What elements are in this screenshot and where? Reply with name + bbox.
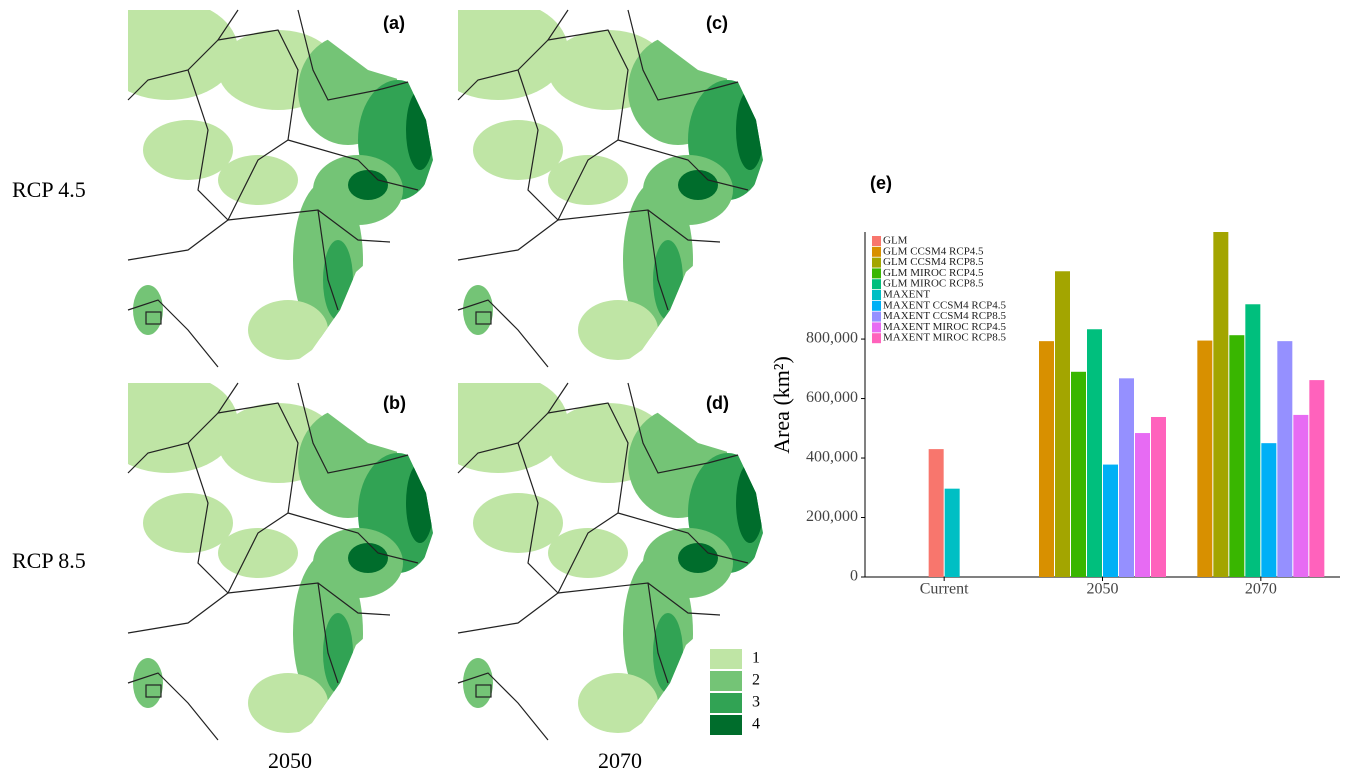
legend-swatch bbox=[710, 671, 742, 691]
legend-label: GLM bbox=[883, 235, 908, 247]
panel-label: (a) bbox=[383, 13, 405, 33]
panel-label: (c) bbox=[706, 13, 728, 33]
bar bbox=[1087, 329, 1102, 577]
map-panel bbox=[98, 373, 438, 740]
legend-swatch bbox=[872, 236, 881, 246]
legend-swatch bbox=[872, 290, 881, 300]
bar bbox=[1213, 232, 1229, 577]
legend-label: GLM MIROC RCP8.5 bbox=[883, 278, 984, 290]
legend-label: MAXENT bbox=[883, 289, 930, 301]
bar bbox=[1197, 340, 1213, 577]
y-tick-label: 200,000 bbox=[806, 508, 858, 525]
y-tick-label: 800,000 bbox=[806, 330, 858, 347]
column-label: 2070 bbox=[598, 748, 642, 773]
bar bbox=[1245, 304, 1261, 577]
x-tick-label: 2050 bbox=[1087, 581, 1119, 598]
legend-swatch bbox=[872, 300, 881, 311]
legend-label: 1 bbox=[752, 650, 760, 667]
panel-label: (b) bbox=[383, 393, 406, 413]
legend-label: 2 bbox=[752, 672, 760, 689]
legend-swatch bbox=[710, 715, 742, 735]
y-axis-title: Area (km²) bbox=[769, 356, 794, 454]
bar bbox=[1261, 443, 1277, 577]
legend-swatch bbox=[872, 246, 881, 257]
bar bbox=[1151, 416, 1166, 577]
bar bbox=[1229, 335, 1245, 577]
legend-swatch bbox=[872, 279, 881, 290]
legend-swatch bbox=[710, 649, 742, 669]
legend-label: MAXENT CCSM4 RCP4.5 bbox=[883, 299, 1006, 311]
legend-label: GLM CCSM4 RCP8.5 bbox=[883, 256, 984, 268]
bar bbox=[1039, 341, 1054, 577]
y-tick-label: 400,000 bbox=[806, 449, 858, 466]
legend-label: GLM CCSM4 RCP4.5 bbox=[883, 245, 984, 257]
map-panel bbox=[428, 0, 768, 367]
map-legend: 1 2 3 4 bbox=[710, 649, 760, 735]
panel-label: (d) bbox=[706, 393, 729, 413]
legend-label: 3 bbox=[752, 694, 760, 711]
legend-swatch bbox=[872, 311, 881, 322]
bar bbox=[1309, 380, 1325, 577]
bar bbox=[1071, 371, 1086, 577]
bar bbox=[1277, 341, 1293, 577]
bar bbox=[1119, 378, 1134, 577]
bar bbox=[928, 449, 944, 577]
map-panel bbox=[98, 0, 438, 367]
legend-label: MAXENT CCSM4 RCP8.5 bbox=[883, 310, 1006, 322]
legend-swatch bbox=[872, 268, 881, 279]
x-tick-label: Current bbox=[920, 581, 969, 598]
row-label: RCP 8.5 bbox=[12, 548, 86, 573]
chart-title: (e) bbox=[870, 173, 892, 193]
legend-label: MAXENT MIROC RCP8.5 bbox=[883, 332, 1006, 344]
bar bbox=[1135, 433, 1150, 577]
y-tick-label: 0 bbox=[850, 568, 858, 585]
bar bbox=[1293, 414, 1309, 577]
legend-swatch bbox=[872, 257, 881, 268]
column-label: 2050 bbox=[268, 748, 312, 773]
row-label: RCP 4.5 bbox=[12, 177, 86, 202]
legend-label: MAXENT MIROC RCP4.5 bbox=[883, 321, 1006, 333]
bar bbox=[1055, 271, 1070, 577]
legend-label: 4 bbox=[752, 716, 760, 733]
bar bbox=[944, 488, 960, 577]
y-tick-label: 600,000 bbox=[806, 389, 858, 406]
legend-swatch bbox=[872, 322, 881, 333]
x-tick-label: 2070 bbox=[1245, 581, 1277, 598]
legend-label: GLM MIROC RCP4.5 bbox=[883, 267, 984, 279]
bar bbox=[1103, 464, 1118, 577]
legend-swatch bbox=[872, 333, 881, 344]
legend-swatch bbox=[710, 693, 742, 713]
